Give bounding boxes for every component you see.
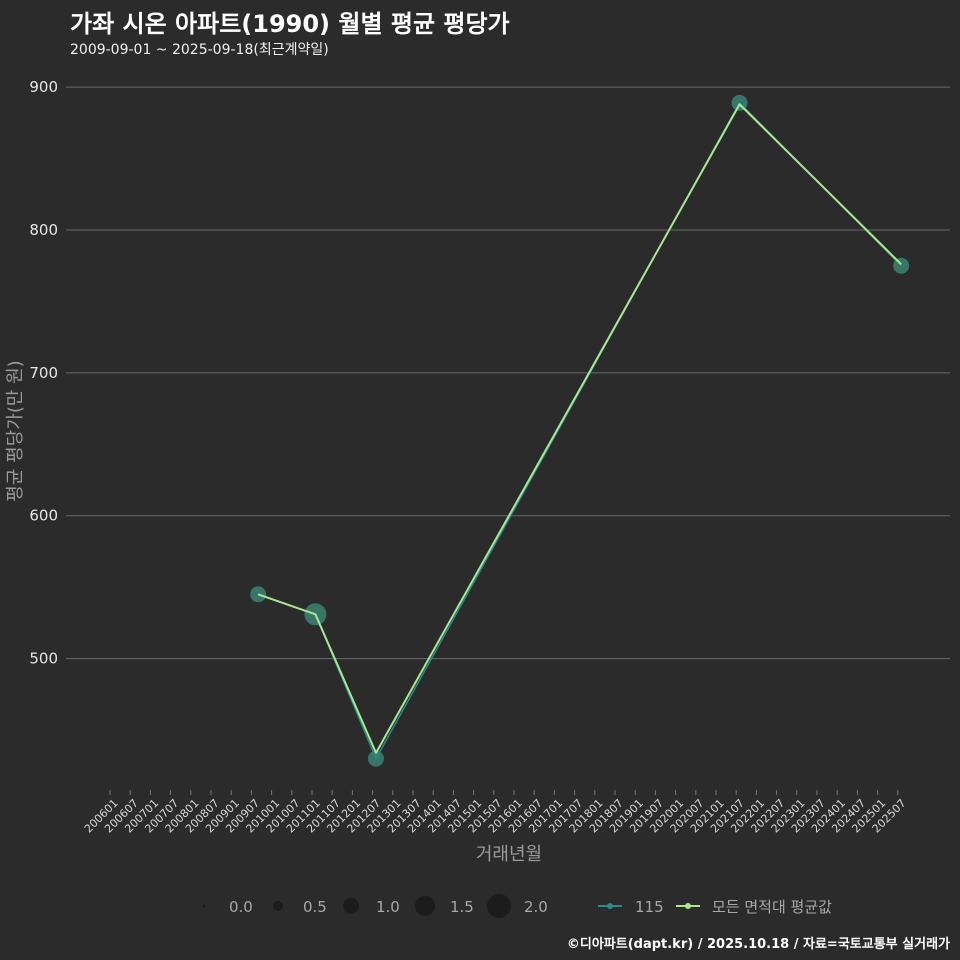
legend-size-label: 0.0 [229,898,253,916]
legend: 0.0 0.5 1.0 1.5 2.0 115 모든 면적대 평균값 [202,894,832,918]
legend-average-marker [685,903,691,909]
legend-size-dot [202,904,206,908]
legend-size-label: 1.0 [376,898,400,916]
gridlines [66,86,950,660]
y-tick-label: 700 [29,364,58,382]
series-layer [250,94,910,767]
legend-size-label: 2.0 [524,898,548,916]
legend-average-label: 모든 면적대 평균값 [712,898,832,916]
legend-size-label: 0.5 [303,898,327,916]
y-tick-label: 500 [29,650,58,668]
chart-subtitle: 2009-09-01 ~ 2025-09-18(최근계약일) [70,42,329,58]
x-axis-ticks: 2006012006072007012007072008012008072009… [82,790,909,835]
legend-size-dot [415,896,435,916]
legend-size-dot [343,898,359,914]
y-tick-label: 800 [29,221,58,239]
y-tick-label: 900 [29,78,58,96]
y-axis-label: 평균 평당가(만 원) [5,360,26,501]
footer-credit: ©디아파트(dapt.kr) / 2025.10.18 / 자료=국토교통부 실… [566,937,950,952]
legend-size-dot [487,894,511,918]
y-axis-ticks: 500 600 700 800 900 [29,78,58,667]
chart-title: 가좌 시온 아파트(1990) 월별 평균 평당가 [70,10,510,38]
y-tick-label: 600 [29,507,58,525]
legend-size-label: 1.5 [450,898,474,916]
line-all-average [257,103,902,754]
legend-115-marker [607,903,613,909]
legend-115-label: 115 [635,898,664,916]
line-115 [257,102,902,760]
x-axis-label: 거래년월 [476,844,542,865]
legend-size-dot [273,901,283,911]
